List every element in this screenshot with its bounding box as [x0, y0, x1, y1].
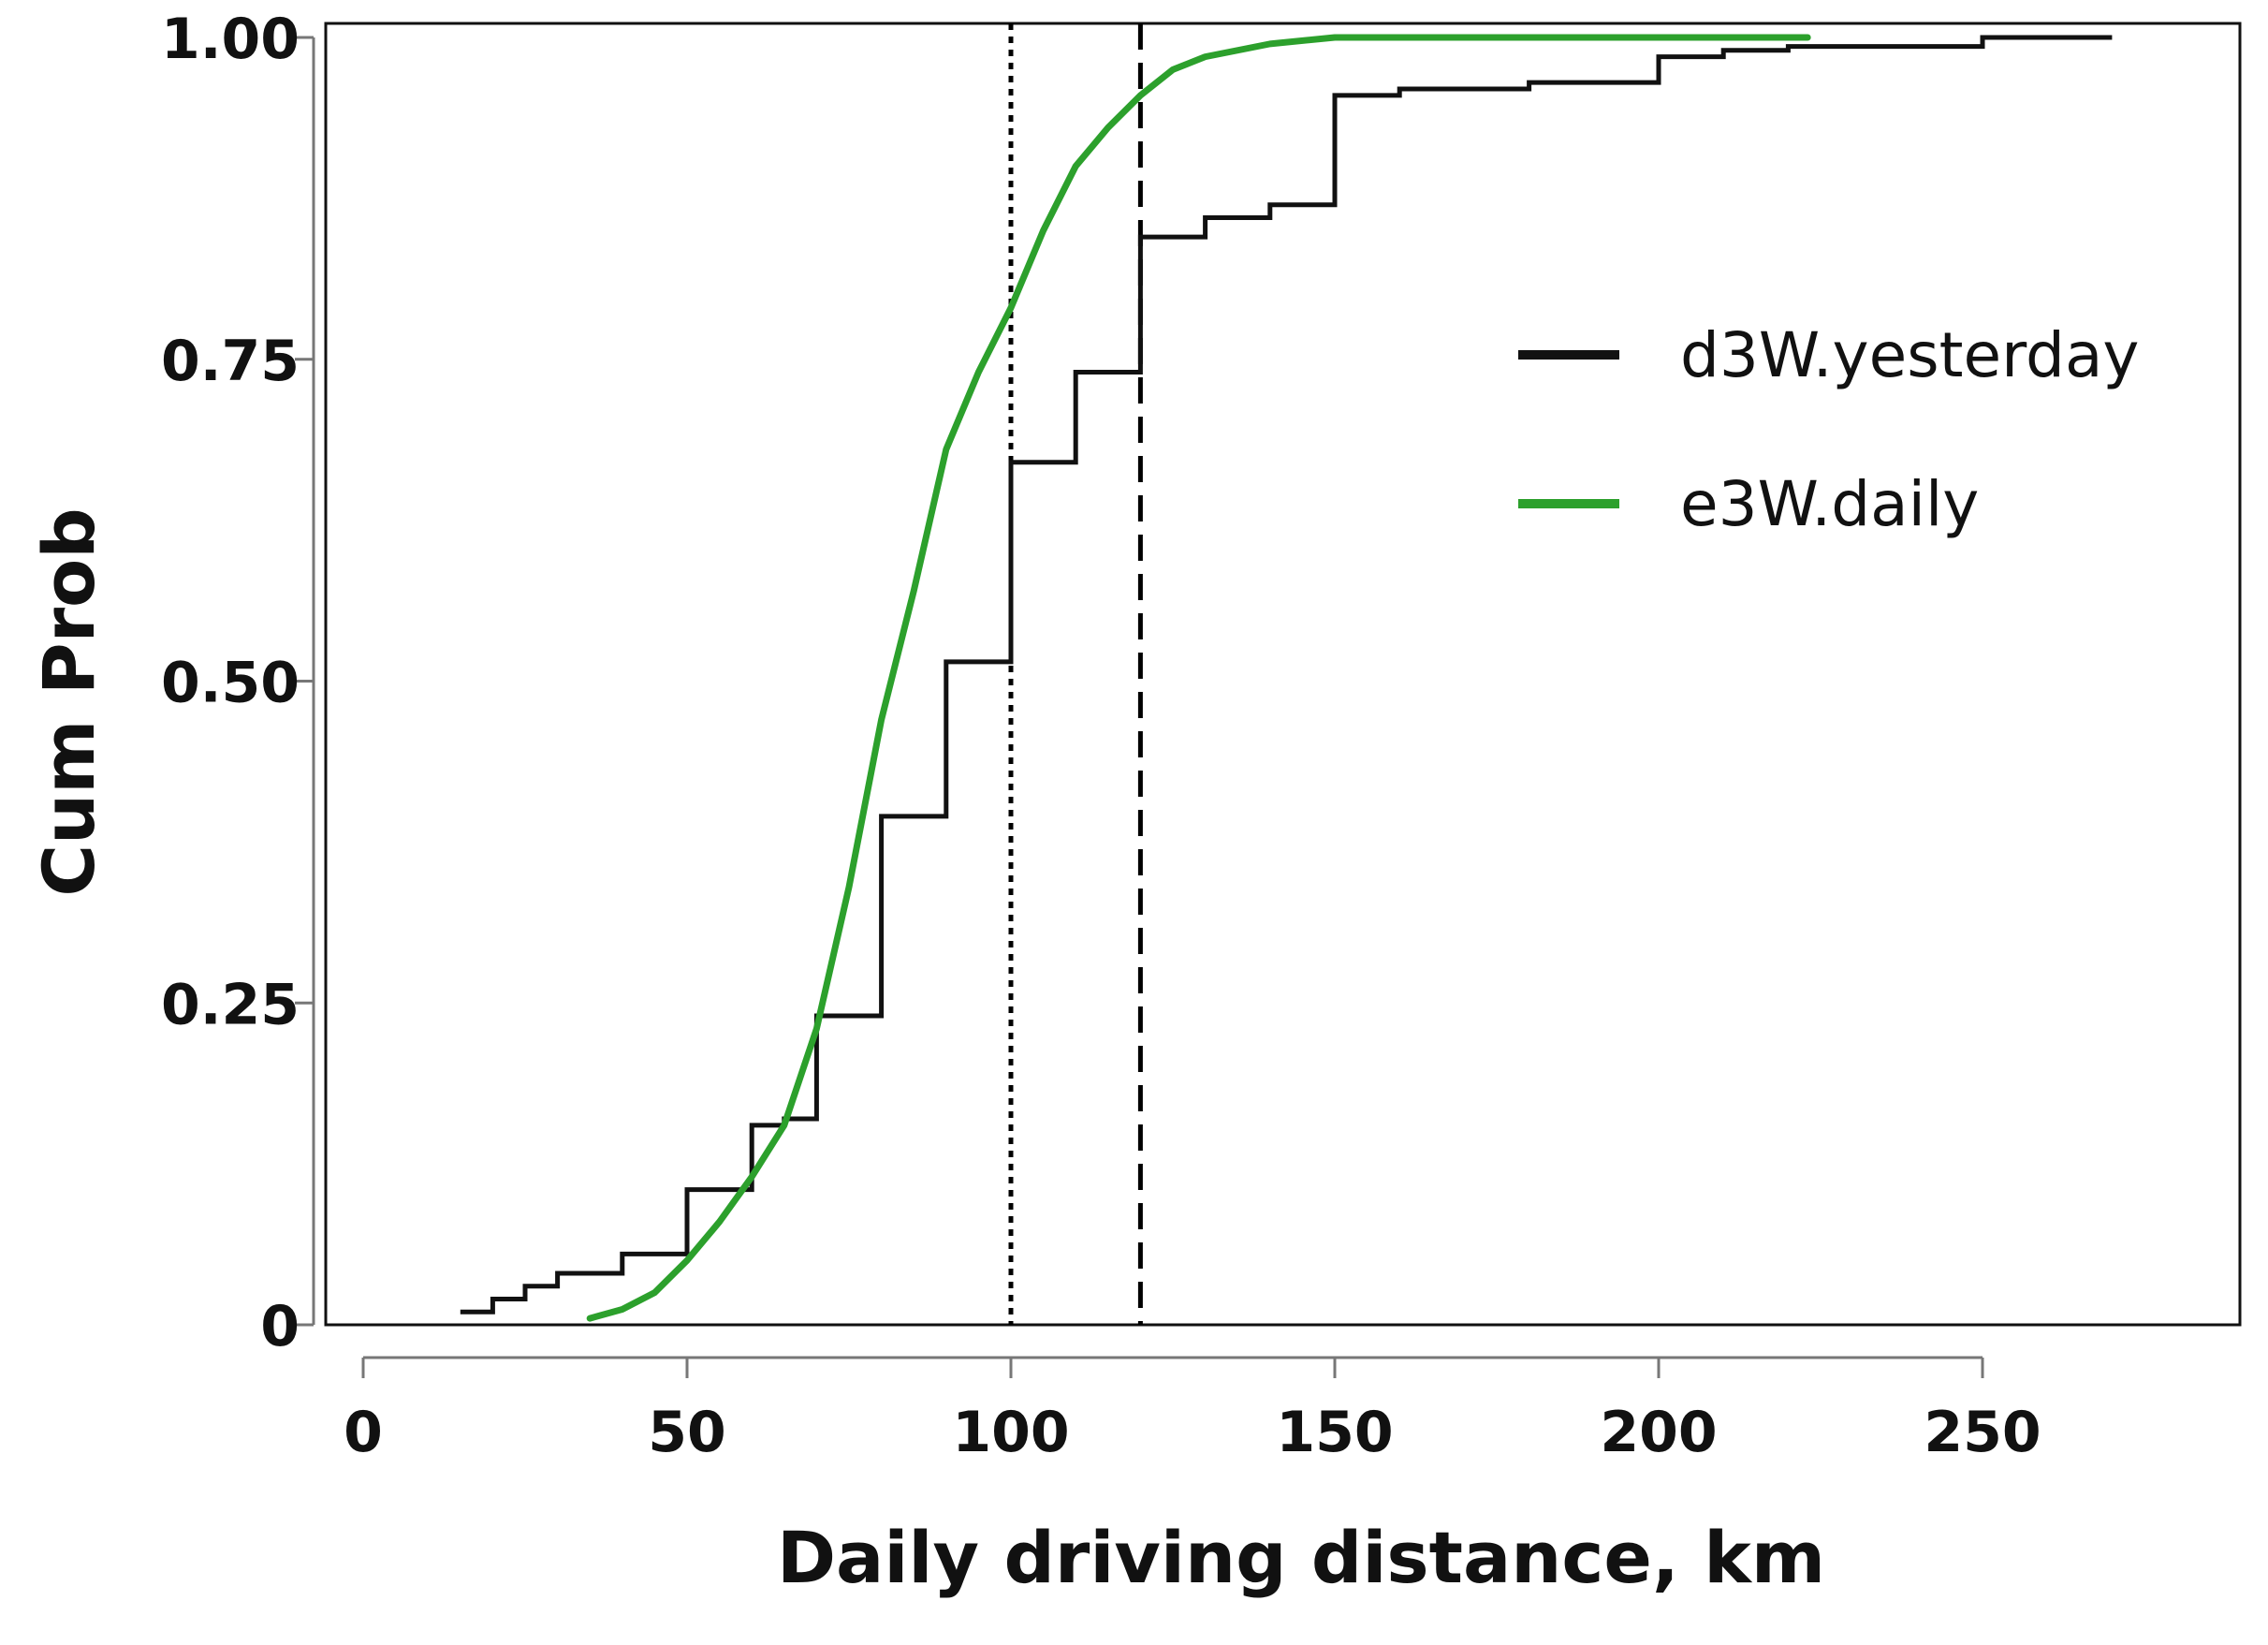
x-tick-label: 150: [1276, 1400, 1393, 1465]
x-tick-label: 50: [648, 1400, 726, 1465]
x-tick-label: 200: [1600, 1400, 1717, 1465]
y-tick-label: 0.25: [161, 972, 300, 1037]
legend-label-e3w-daily: e3W.daily: [1680, 468, 1979, 540]
legend: d3W.yesterday e3W.daily: [1518, 319, 2139, 540]
y-axis-title: Cum Prob: [27, 507, 110, 896]
y-tick-label: 0: [260, 1294, 300, 1359]
x-tick-label: 250: [1924, 1400, 2041, 1465]
y-tick-label: 0.50: [161, 651, 300, 716]
series-line-d3w-yesterday: [460, 35, 2113, 1315]
x-tick-label: 100: [952, 1400, 1069, 1465]
x-tick-label: 0: [344, 1400, 383, 1465]
y-tick-label: 0.75: [161, 329, 300, 394]
y-tick-label: 1.00: [161, 7, 300, 72]
plot-frame: [324, 22, 2242, 1327]
series-line-e3w-daily: [586, 34, 1811, 1322]
legend-label-d3w-yesterday: d3W.yesterday: [1680, 319, 2139, 391]
x-axis-title: Daily driving distance, km: [777, 1516, 1825, 1599]
